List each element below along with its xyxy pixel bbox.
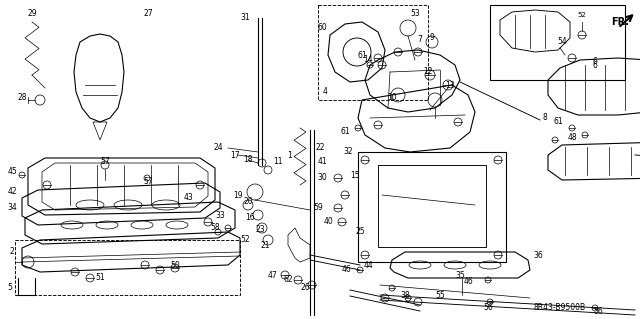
Text: 45: 45 xyxy=(7,167,17,176)
Text: 47: 47 xyxy=(267,271,277,279)
Text: 5: 5 xyxy=(8,284,12,293)
Text: 32: 32 xyxy=(343,147,353,157)
Text: 11: 11 xyxy=(273,158,283,167)
Text: 2: 2 xyxy=(10,248,14,256)
Text: 8R43-B9500B: 8R43-B9500B xyxy=(534,303,586,313)
Bar xyxy=(358,152,506,262)
Text: 18: 18 xyxy=(243,155,253,165)
Text: 46: 46 xyxy=(463,278,473,286)
Text: 29: 29 xyxy=(27,10,37,19)
Text: 62: 62 xyxy=(283,276,293,285)
Text: 57: 57 xyxy=(143,177,153,187)
Text: 38: 38 xyxy=(400,291,410,300)
Bar xyxy=(378,165,486,247)
Text: 44: 44 xyxy=(363,261,373,270)
Bar xyxy=(318,5,428,100)
Text: 50: 50 xyxy=(170,261,180,270)
Text: 15: 15 xyxy=(350,170,360,180)
Text: 10: 10 xyxy=(387,93,397,102)
Text: FR.: FR. xyxy=(611,17,629,27)
Text: 51: 51 xyxy=(95,273,105,283)
Text: 48: 48 xyxy=(567,133,577,143)
Text: 46: 46 xyxy=(341,265,351,275)
Text: 20: 20 xyxy=(243,197,253,206)
Text: 6: 6 xyxy=(593,61,597,70)
Text: 7: 7 xyxy=(417,35,422,44)
Text: 6: 6 xyxy=(593,57,597,66)
Text: 28: 28 xyxy=(17,93,27,102)
Text: 27: 27 xyxy=(143,10,153,19)
Text: 12: 12 xyxy=(423,68,433,77)
Text: 41: 41 xyxy=(317,158,327,167)
Text: 35: 35 xyxy=(455,271,465,279)
Text: 8: 8 xyxy=(543,114,547,122)
Text: 60: 60 xyxy=(317,24,327,33)
Text: 4: 4 xyxy=(323,87,328,97)
Text: 30: 30 xyxy=(317,174,327,182)
Text: 34: 34 xyxy=(7,204,17,212)
Text: 59: 59 xyxy=(313,204,323,212)
Text: 19: 19 xyxy=(233,190,243,199)
Text: 61: 61 xyxy=(357,50,367,60)
Bar xyxy=(490,5,625,80)
Text: 61: 61 xyxy=(553,117,563,127)
Text: 42: 42 xyxy=(7,188,17,197)
Text: 40: 40 xyxy=(323,218,333,226)
Text: 14: 14 xyxy=(363,56,373,64)
Text: 33: 33 xyxy=(215,211,225,219)
Bar xyxy=(15,240,240,295)
Text: 21: 21 xyxy=(260,241,269,249)
Text: 53: 53 xyxy=(410,10,420,19)
Text: 43: 43 xyxy=(183,194,193,203)
Text: 56: 56 xyxy=(593,308,603,316)
Text: 13: 13 xyxy=(445,80,455,90)
Text: 26: 26 xyxy=(300,284,310,293)
Text: 55: 55 xyxy=(435,291,445,300)
Text: 16: 16 xyxy=(245,213,255,222)
Text: 61: 61 xyxy=(340,128,350,137)
Text: 56: 56 xyxy=(483,303,493,313)
Text: 58: 58 xyxy=(210,224,220,233)
Text: 23: 23 xyxy=(255,226,265,234)
Text: 54: 54 xyxy=(557,38,567,47)
Text: 57: 57 xyxy=(100,158,110,167)
Text: 36: 36 xyxy=(533,250,543,259)
Text: 22: 22 xyxy=(316,144,324,152)
Text: 9: 9 xyxy=(429,33,435,42)
Text: 52: 52 xyxy=(578,12,586,18)
Text: 25: 25 xyxy=(355,227,365,236)
Text: 1: 1 xyxy=(287,151,292,160)
Text: 52: 52 xyxy=(240,235,250,244)
Text: 24: 24 xyxy=(213,144,223,152)
Text: 17: 17 xyxy=(230,151,240,160)
Text: 31: 31 xyxy=(240,13,250,23)
